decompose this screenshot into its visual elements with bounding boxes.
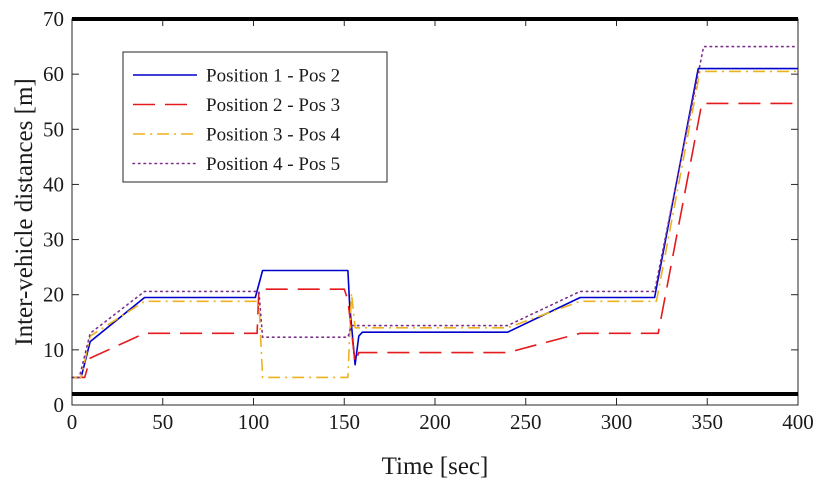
legend-box [122, 51, 388, 183]
x-axis-label: Time [sec] [382, 453, 489, 479]
x-tick-label: 250 [510, 410, 542, 434]
y-tick-label: 40 [43, 172, 64, 196]
series-layer [71, 45, 799, 379]
legend-label-position-4-pos-5: Position 4 - Pos 5 [206, 154, 340, 175]
x-tick-label: 300 [601, 410, 633, 434]
legend: Position 1 - Pos 2 Position 2 - Pos 3 Posi… [122, 51, 388, 183]
y-tick-label: 20 [43, 283, 64, 307]
y-tick-label: 60 [43, 62, 64, 86]
y-tick-label: 50 [43, 117, 64, 141]
x-tick-label: 0 [67, 410, 78, 434]
reference-lines [72, 17, 798, 396]
legend-label-position-2-pos-3: Position 2 - Pos 3 [206, 95, 340, 116]
series-line-position-3-pos-4 [72, 70, 798, 379]
y-tick-label: 0 [54, 393, 65, 417]
y-tick-label: 30 [43, 228, 64, 252]
y-axis-label: Inter-vehicle distances [m] [11, 78, 38, 345]
x-tick-label: 100 [238, 410, 270, 434]
y-tick-label: 70 [43, 7, 64, 31]
legend-label-position-1-pos-2: Position 1 - Pos 2 [206, 66, 340, 87]
y-tick-label: 10 [43, 338, 64, 362]
legend-label-position-3-pos-4: Position 3 - Pos 4 [206, 125, 341, 146]
series-line-position-2-pos-3 [72, 102, 798, 379]
x-tick-label: 50 [152, 410, 173, 434]
x-tick-label: 350 [692, 410, 724, 434]
x-tick-label: 200 [419, 410, 451, 434]
x-tick-label: 150 [329, 410, 361, 434]
x-tick-label: 400 [782, 410, 814, 434]
